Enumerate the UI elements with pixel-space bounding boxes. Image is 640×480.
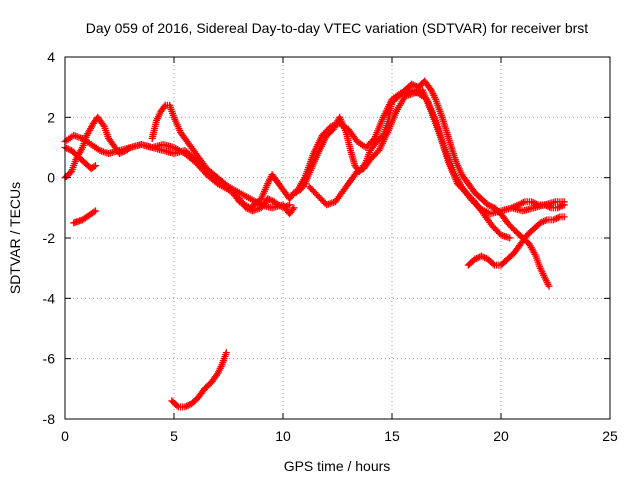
data-point-interp (409, 81, 417, 89)
data-point (408, 80, 416, 88)
data-point-interp (284, 202, 292, 210)
data-point-interp (479, 253, 487, 261)
data-point-interp (472, 254, 480, 262)
data-point (92, 207, 100, 215)
y-tick-label: 2 (47, 109, 55, 125)
data-point-interp (289, 205, 297, 213)
x-tick-label: 25 (602, 428, 618, 444)
y-tick-label: 0 (47, 170, 55, 186)
data-point-interp (99, 121, 107, 129)
data-point (92, 162, 100, 170)
data-point-interp (553, 214, 561, 222)
data-point-interp (551, 215, 559, 223)
data-point-interp (511, 202, 519, 210)
data-point-interp (513, 202, 521, 210)
data-point (508, 204, 516, 212)
series-track-g (464, 213, 568, 269)
data-point-interp (529, 199, 537, 207)
data-point (290, 204, 298, 212)
data-point-interp (355, 167, 363, 175)
data-point-interp (542, 202, 550, 210)
data-point-interp (90, 163, 98, 171)
data-point-interp (554, 214, 562, 222)
series-track-e (292, 86, 568, 218)
data-point-interp (265, 196, 273, 204)
data-point-interp (540, 217, 548, 225)
data-point (528, 198, 536, 206)
data-point-interp (559, 202, 567, 210)
y-tick-label: -6 (43, 351, 56, 367)
data-point (279, 204, 287, 212)
series-track-h (508, 198, 568, 212)
data-point-interp (531, 199, 539, 207)
y-tick-label: -4 (43, 290, 56, 306)
data-point-interp (557, 202, 565, 210)
data-point-interp (481, 254, 489, 262)
data-point (477, 252, 485, 260)
y-tick-label: -8 (43, 411, 56, 427)
data-point-interp (487, 202, 495, 210)
x-tick-label: 5 (170, 428, 178, 444)
data-point-interp (532, 200, 540, 208)
data-point-interp (489, 260, 497, 268)
data-point (286, 201, 294, 209)
x-axis-label: GPS time / hours (284, 458, 391, 474)
series-track-b (61, 144, 100, 173)
y-axis-label: SDTVAR / TECUs (7, 182, 23, 294)
x-tick-label: 0 (61, 428, 69, 444)
data-point (506, 234, 514, 242)
y-tick-label: -2 (43, 230, 56, 246)
data-point-interp (64, 145, 72, 153)
data-point-interp (173, 402, 181, 410)
data-point-interp (546, 203, 554, 211)
data-point (484, 201, 492, 209)
data-point (560, 213, 568, 221)
data-point-interp (160, 103, 168, 111)
x-tick-label: 20 (493, 428, 509, 444)
data-point-interp (555, 203, 563, 211)
data-point-interp (282, 202, 290, 210)
data-point-interp (474, 254, 482, 262)
data-point-interp (486, 202, 494, 210)
axis-ticks: 0 5 10 15 20 25 -8 -6 -4 -2 0 2 4 (43, 49, 618, 444)
series-track-f (305, 86, 514, 242)
data-point (181, 403, 189, 411)
data-points (61, 77, 568, 411)
data-point-interp (356, 166, 364, 174)
data-point-interp (516, 200, 524, 208)
data-point (353, 168, 361, 176)
data-point (554, 204, 562, 212)
data-point-interp (183, 402, 191, 410)
data-point-interp (538, 218, 546, 226)
data-point-interp (90, 208, 98, 216)
data-point (549, 216, 557, 224)
y-tick-label: 4 (47, 49, 55, 65)
chart-title: Day 059 of 2016, Sidereal Day-to-day VTE… (86, 20, 588, 36)
series-track-c (61, 131, 294, 215)
data-point-interp (544, 202, 552, 210)
data-point-interp (267, 196, 275, 204)
data-point-interp (184, 401, 192, 409)
data-point (536, 219, 544, 227)
data-point-interp (63, 144, 71, 152)
x-tick-label: 10 (275, 428, 291, 444)
data-point (545, 282, 553, 290)
data-point (222, 349, 230, 357)
data-point (560, 201, 568, 209)
data-point (541, 201, 549, 209)
data-point-interp (281, 203, 289, 211)
data-point-interp (510, 203, 518, 211)
data-point (514, 201, 522, 209)
data-point-interp (519, 199, 527, 207)
data-point (264, 195, 272, 203)
x-tick-label: 15 (384, 428, 400, 444)
series-track-j (168, 349, 230, 411)
data-point-interp (541, 217, 549, 225)
series-track-i (70, 207, 100, 227)
data-point-interp (518, 199, 526, 207)
data-point (471, 255, 479, 263)
